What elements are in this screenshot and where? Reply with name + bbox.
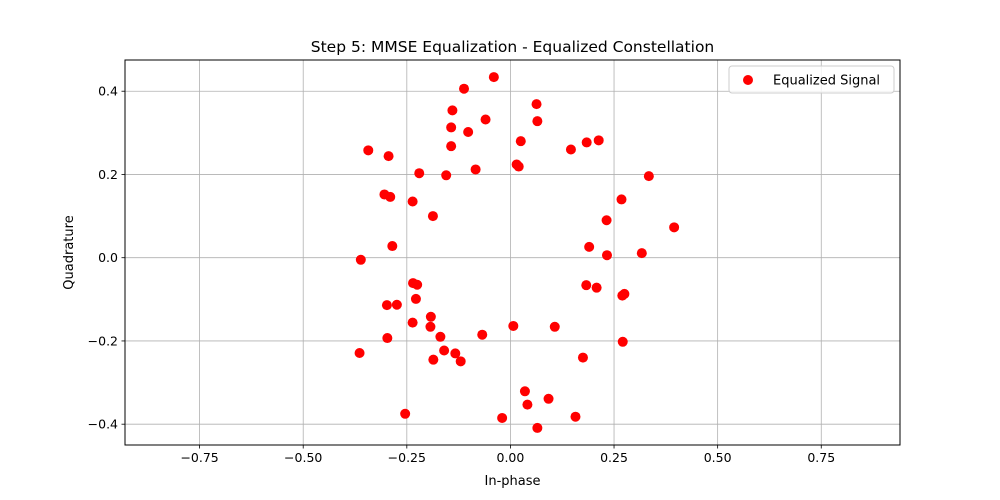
data-point [488, 72, 499, 83]
x-ticks: −0.75 −0.50 −0.25 0.00 0.25 0.50 0.75 [180, 445, 835, 465]
data-point [584, 241, 595, 252]
data-point [385, 191, 396, 202]
y-tick-label: −0.2 [88, 333, 118, 348]
data-point [617, 336, 628, 347]
data-point [400, 408, 411, 419]
data-point [439, 345, 450, 356]
data-point [407, 317, 418, 328]
data-point [450, 348, 461, 359]
plot-frame [124, 59, 901, 446]
data-point [601, 250, 612, 261]
y-ticks: −0.4 −0.2 0.0 0.2 0.4 [88, 84, 125, 432]
y-tick-label: 0.2 [98, 167, 118, 182]
data-point [446, 122, 457, 133]
data-point [425, 321, 436, 332]
data-point [515, 136, 526, 147]
data-point [477, 329, 488, 340]
x-tick-label: 0.25 [600, 450, 628, 465]
data-point [522, 399, 533, 410]
data-point [543, 393, 554, 404]
data-point [619, 288, 630, 299]
legend-label: Equalized Signal [773, 74, 880, 89]
data-points [354, 72, 680, 433]
data-point [425, 311, 436, 322]
data-point [570, 411, 581, 422]
data-point [463, 127, 474, 138]
data-point [480, 114, 491, 125]
data-point [565, 144, 576, 155]
y-axis-label: Quadrature [62, 215, 77, 289]
data-point [636, 248, 647, 259]
data-point [616, 194, 627, 205]
data-point [531, 99, 542, 110]
data-point [414, 168, 425, 179]
data-point [532, 422, 543, 433]
data-point [363, 145, 374, 156]
data-point [381, 300, 392, 311]
legend-marker [743, 75, 753, 85]
data-point [581, 137, 592, 148]
x-tick-label: −0.25 [388, 450, 426, 465]
data-point [643, 171, 654, 182]
data-point [470, 164, 481, 175]
data-point [382, 333, 393, 344]
data-point [669, 222, 680, 233]
x-tick-label: −0.50 [284, 450, 322, 465]
data-point [428, 354, 439, 365]
data-point [410, 293, 421, 304]
data-point [427, 211, 438, 222]
data-point [508, 320, 519, 331]
y-tick-label: 0.0 [98, 250, 118, 265]
data-point [577, 352, 588, 363]
data-point [459, 83, 470, 94]
data-point [497, 412, 508, 423]
data-point [447, 105, 458, 116]
data-point [355, 254, 366, 265]
data-point [407, 196, 418, 207]
x-tick-label: 0.50 [704, 450, 732, 465]
legend-box [728, 65, 895, 94]
data-point [532, 116, 543, 127]
chart-title: Step 5: MMSE Equalization - Equalized Co… [311, 38, 715, 56]
grid [125, 60, 900, 445]
x-tick-label: −0.75 [180, 450, 218, 465]
data-point [441, 170, 452, 181]
data-point [412, 279, 423, 290]
data-point [455, 356, 466, 367]
data-point [593, 135, 604, 146]
data-point [519, 386, 530, 397]
y-tick-label: 0.4 [98, 84, 118, 99]
data-point [549, 321, 560, 332]
x-axis-label: In-phase [485, 474, 541, 489]
data-point [591, 282, 602, 293]
x-tick-label: 0.00 [497, 450, 525, 465]
legend: Equalized Signal [728, 65, 895, 94]
data-point [387, 241, 398, 252]
data-point [513, 161, 524, 172]
data-point [435, 331, 446, 342]
data-point [581, 280, 592, 291]
data-point [354, 348, 365, 359]
x-tick-label: 0.75 [807, 450, 835, 465]
data-point [391, 299, 402, 310]
data-point [601, 215, 612, 226]
y-tick-label: −0.4 [88, 417, 118, 432]
data-point [446, 141, 457, 152]
data-point [383, 151, 394, 162]
